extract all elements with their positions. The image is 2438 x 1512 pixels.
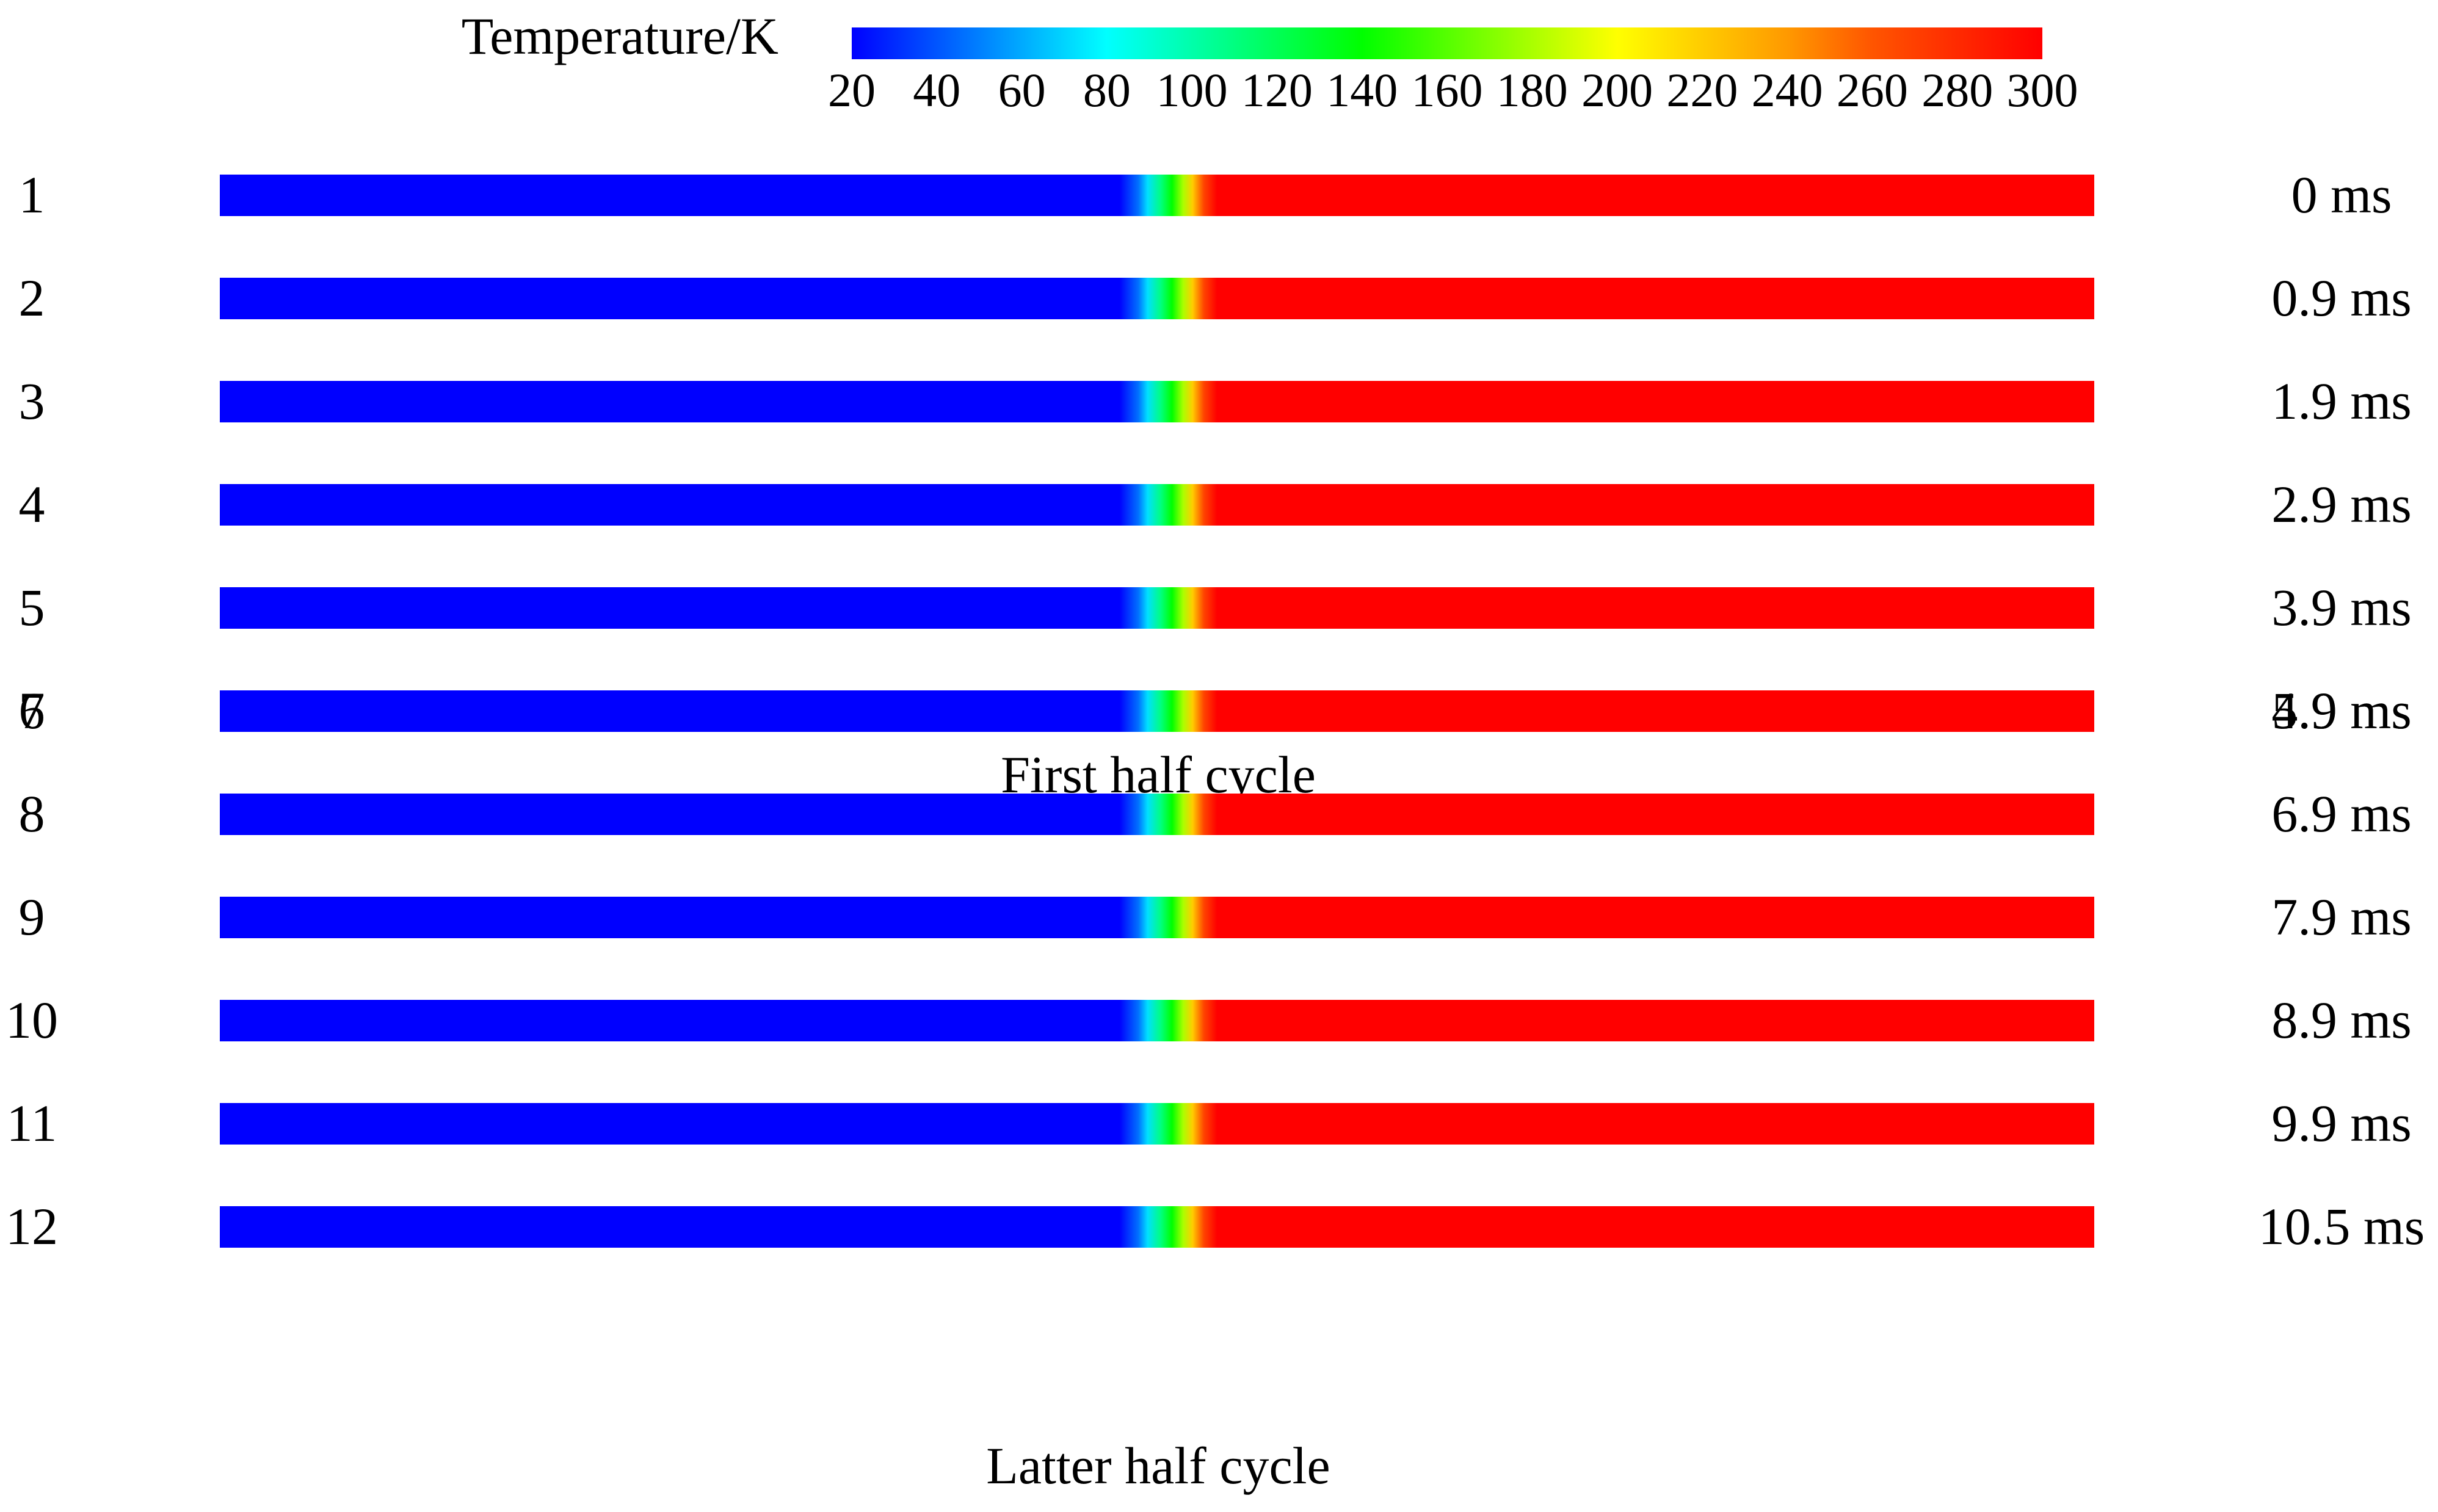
row-index-label: 11 [7,1094,57,1152]
temperature-contour-tube [220,484,2094,526]
contour-row: 9 7.9 ms [19,888,2412,946]
row-time-label: 7.9 ms [2271,888,2411,946]
row-time-label: 1.9 ms [2271,372,2411,430]
row-index-label: 2 [19,269,45,327]
row-index-label: 3 [19,372,45,430]
row-index-label: 4 [19,475,45,534]
colorbar-tick-label: 40 [913,63,960,117]
contour-row: 3 1.9 ms [19,372,2412,430]
colorbar-ticks: 20 40 60 80 100 120 140 160 180 200 220 240 260 280 30… [828,63,2078,117]
row-time-label: 3.9 ms [2271,578,2411,637]
colorbar-tick-label: 180 [1497,63,1568,117]
colorbar-title: Temperature/K [462,7,778,65]
temperature-contour-tube [220,175,2094,216]
row-time-label: 9.9 ms [2271,1094,2411,1152]
colorbar-tick-label: 60 [998,63,1046,117]
row-time-label: 0.9 ms [2271,269,2411,327]
contour-row: 12 10.5 ms [5,1197,2425,1256]
group-caption: Latter half cycle [986,1436,1330,1495]
row-index-label: 12 [5,1197,58,1256]
row-time-label: 8.9 ms [2271,991,2411,1049]
row-index-label: 5 [19,578,45,637]
colorbar-strip [852,27,2042,59]
temperature-contour-tube [220,1000,2094,1041]
temperature-contour-tube [220,1103,2094,1145]
colorbar-tick-label: 160 [1412,63,1483,117]
contour-row: 4 2.9 ms [19,475,2412,534]
contour-row: 8 6.9 ms [19,784,2412,843]
contour-row: 7 5.9 ms [19,681,2412,740]
temperature-contour-tube [220,381,2094,422]
row-time-label: 10.5 ms [2258,1197,2425,1256]
colorbar: Temperature/K 20 40 60 80 100 120 140 160 180 200… [462,7,2078,117]
colorbar-tick-label: 100 [1156,63,1228,117]
row-time-label: 5.9 ms [2271,681,2411,740]
colorbar-tick-label: 280 [1921,63,1993,117]
row-index-label: 10 [5,991,58,1049]
row-time-label: 4.9 ms [2271,681,2411,740]
colorbar-tick-label: 220 [1666,63,1738,117]
colorbar-tick-label: 120 [1241,63,1313,117]
temperature-contour-tube [220,278,2094,319]
contour-row: 5 3.9 ms [19,578,2412,637]
row-time-label: 2.9 ms [2271,475,2411,534]
contour-rows: 1 0 ms 2 0.9 ms 3 1.9 ms 4 2.9 ms 5 3.9 ms 6 4.9 ms… [5,165,2425,1495]
row-index-label: 6 [19,681,45,740]
colorbar-tick-label: 260 [1837,63,1908,117]
temperature-contour-tube [220,1206,2094,1248]
colorbar-tick-label: 20 [828,63,876,117]
contour-row: 2 0.9 ms [19,269,2412,327]
temperature-contour-tube [220,690,2094,732]
row-index-label: 9 [19,888,45,946]
row-index-label: 7 [19,681,45,740]
colorbar-tick-label: 200 [1581,63,1653,117]
temperature-contour-tube [220,794,2094,835]
contour-row: 1 0 ms [19,165,2392,224]
contour-row: 11 9.9 ms [7,1094,2412,1152]
row-index-label: 1 [19,165,45,224]
temperature-contour-tube [220,897,2094,938]
contour-row: 10 8.9 ms [5,991,2412,1049]
temperature-contour-tube [220,587,2094,629]
colorbar-tick-label: 80 [1083,63,1131,117]
colorbar-tick-label: 240 [1752,63,1823,117]
colorbar-tick-label: 140 [1326,63,1398,117]
row-index-label: 8 [19,784,45,843]
row-time-label: 6.9 ms [2271,784,2411,843]
colorbar-tick-label: 300 [2007,63,2078,117]
row-time-label: 0 ms [2291,165,2392,224]
